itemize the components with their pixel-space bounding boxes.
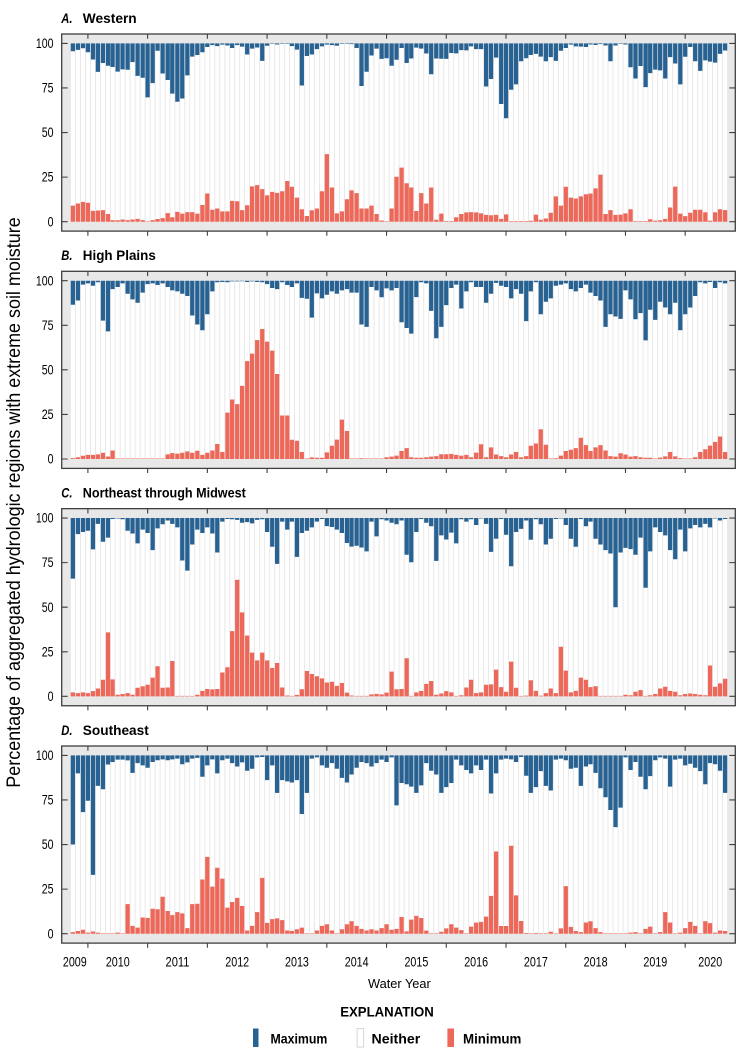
svg-text:50: 50: [42, 599, 54, 615]
svg-text:2013: 2013: [285, 954, 309, 970]
svg-text:2019: 2019: [643, 954, 667, 970]
svg-text:75: 75: [42, 317, 54, 333]
svg-text:High Plains: High Plains: [83, 247, 156, 263]
svg-text:2014: 2014: [345, 954, 369, 970]
svg-text:100: 100: [36, 272, 54, 288]
svg-text:Western: Western: [83, 10, 137, 26]
svg-text:C.: C.: [61, 485, 72, 501]
svg-text:A.: A.: [61, 10, 73, 26]
svg-text:25: 25: [42, 406, 54, 422]
svg-text:75: 75: [42, 792, 54, 808]
svg-text:50: 50: [42, 361, 54, 377]
svg-text:75: 75: [42, 80, 54, 96]
svg-text:2018: 2018: [584, 954, 608, 970]
svg-text:D.: D.: [61, 722, 72, 738]
svg-text:50: 50: [42, 124, 54, 140]
svg-text:2020: 2020: [698, 954, 722, 970]
svg-text:0: 0: [48, 213, 54, 229]
svg-text:2015: 2015: [404, 954, 428, 970]
svg-text:2012: 2012: [225, 954, 249, 970]
svg-text:2009: 2009: [63, 954, 87, 970]
svg-text:EXPLANATION: EXPLANATION: [340, 1004, 434, 1020]
svg-text:25: 25: [42, 881, 54, 897]
svg-text:Minimum: Minimum: [463, 1031, 521, 1047]
svg-text:2011: 2011: [166, 954, 190, 970]
svg-text:25: 25: [42, 643, 54, 659]
svg-text:0: 0: [48, 688, 54, 704]
svg-text:2017: 2017: [524, 954, 548, 970]
svg-text:100: 100: [36, 747, 54, 763]
svg-text:Neither: Neither: [372, 1031, 421, 1047]
svg-text:0: 0: [48, 451, 54, 467]
svg-text:50: 50: [42, 836, 54, 852]
svg-text:2016: 2016: [464, 954, 488, 970]
svg-text:75: 75: [42, 554, 54, 570]
svg-text:Southeast: Southeast: [83, 722, 149, 738]
svg-text:B.: B.: [61, 247, 72, 263]
svg-text:25: 25: [42, 169, 54, 185]
svg-text:Maximum: Maximum: [271, 1031, 328, 1047]
svg-text:2010: 2010: [106, 954, 130, 970]
svg-text:Northeast through Midwest: Northeast through Midwest: [83, 485, 246, 501]
svg-text:Water Year: Water Year: [368, 976, 431, 991]
svg-text:100: 100: [36, 510, 54, 526]
svg-text:100: 100: [36, 35, 54, 51]
svg-text:0: 0: [48, 925, 54, 941]
svg-text:Percentage of aggregated hydro: Percentage of aggregated hydrologic regi…: [3, 217, 25, 787]
